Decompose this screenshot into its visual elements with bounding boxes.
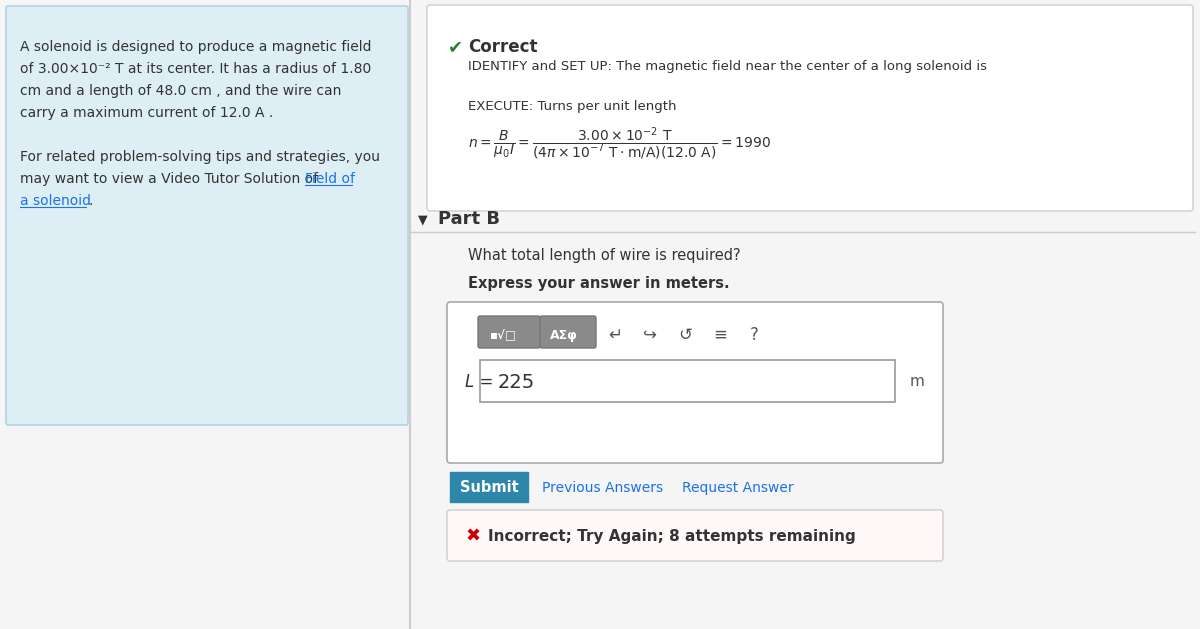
Text: 225: 225	[498, 372, 535, 391]
Text: ↵: ↵	[608, 326, 622, 344]
Text: Express your answer in meters.: Express your answer in meters.	[468, 276, 730, 291]
Text: Correct: Correct	[468, 38, 538, 56]
FancyBboxPatch shape	[540, 316, 596, 348]
Text: ▼: ▼	[418, 213, 427, 226]
Text: Previous Answers: Previous Answers	[542, 481, 664, 495]
Text: Field of: Field of	[305, 172, 355, 186]
Text: ✖: ✖	[466, 528, 480, 546]
Text: AΣφ: AΣφ	[550, 328, 578, 342]
Text: .: .	[88, 194, 92, 208]
Text: may want to view a Video Tutor Solution of: may want to view a Video Tutor Solution …	[20, 172, 323, 186]
FancyBboxPatch shape	[427, 5, 1193, 211]
Text: EXECUTE: Turns per unit length: EXECUTE: Turns per unit length	[468, 100, 685, 113]
Text: Submit: Submit	[460, 481, 518, 496]
Text: cm and a length of 48.0 cm , and the wire can: cm and a length of 48.0 cm , and the wir…	[20, 84, 341, 98]
Text: a solenoid: a solenoid	[20, 194, 91, 208]
Text: ↪: ↪	[643, 326, 656, 344]
Bar	[480, 360, 895, 402]
Text: $n = \dfrac{B}{\mu_0 I} = \dfrac{3.00 \times 10^{-2}\ \mathrm{T}}{(4\pi \times 1: $n = \dfrac{B}{\mu_0 I} = \dfrac{3.00 \t…	[468, 125, 770, 162]
Text: Incorrect; Try Again; 8 attempts remaining: Incorrect; Try Again; 8 attempts remaini…	[488, 530, 856, 545]
Text: carry a maximum current of 12.0 A .: carry a maximum current of 12.0 A .	[20, 106, 274, 120]
Text: of 3.00×10⁻² T at its center. It has a radius of 1.80: of 3.00×10⁻² T at its center. It has a r…	[20, 62, 371, 76]
Text: L =: L =	[466, 373, 493, 391]
Text: Part B: Part B	[438, 210, 500, 228]
FancyBboxPatch shape	[446, 510, 943, 561]
Text: Request Answer: Request Answer	[682, 481, 793, 495]
Text: ?: ?	[750, 326, 758, 344]
Text: m: m	[910, 374, 925, 389]
FancyBboxPatch shape	[446, 302, 943, 463]
Text: What total length of wire is required?: What total length of wire is required?	[468, 248, 740, 263]
Text: For related problem-solving tips and strategies, you: For related problem-solving tips and str…	[20, 150, 380, 164]
Text: A solenoid is designed to produce a magnetic field: A solenoid is designed to produce a magn…	[20, 40, 372, 54]
Text: ▪√□: ▪√□	[490, 328, 517, 342]
FancyBboxPatch shape	[478, 316, 540, 348]
Text: IDENTIFY and SET UP: The magnetic field near the center of a long solenoid is: IDENTIFY and SET UP: The magnetic field …	[468, 60, 986, 73]
Text: ↺: ↺	[678, 326, 692, 344]
Bar	[450, 472, 528, 502]
Text: ≡: ≡	[713, 326, 727, 344]
Text: ✔: ✔	[448, 38, 463, 56]
FancyBboxPatch shape	[6, 6, 408, 425]
